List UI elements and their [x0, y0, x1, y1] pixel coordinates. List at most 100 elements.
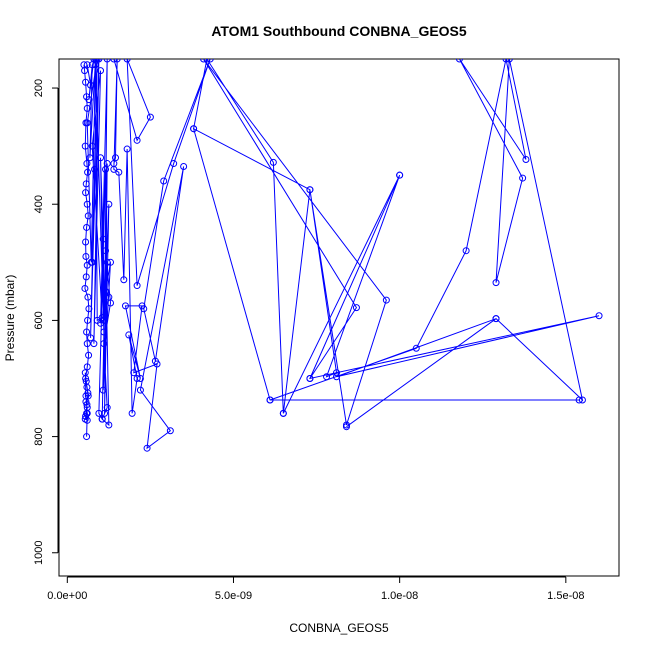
x-tick-label: 1.5e-08: [547, 590, 584, 602]
data-point: [83, 160, 91, 168]
data-point: [115, 168, 123, 176]
data-point: [203, 59, 211, 63]
data-point: [98, 415, 106, 423]
data-point: [103, 59, 111, 63]
data-point: [103, 160, 111, 168]
data-point: [462, 247, 470, 255]
data-point: [522, 156, 530, 163]
data-point: [492, 279, 500, 287]
data-point: [87, 81, 95, 89]
data-point: [101, 409, 109, 417]
data-point: [83, 409, 91, 417]
data-point: [575, 396, 583, 404]
data-point: [125, 331, 133, 339]
data-point: [82, 377, 90, 385]
data-point: [492, 315, 500, 323]
data-point: [105, 200, 113, 208]
y-axis-title: Pressure (mbar): [3, 275, 17, 362]
data-point: [110, 165, 118, 173]
data-point: [166, 427, 174, 435]
data-point: [120, 276, 128, 284]
data-point: [151, 357, 159, 365]
data-point: [82, 238, 90, 246]
data-point: [82, 253, 90, 261]
data-point: [306, 186, 314, 194]
data-point: [91, 165, 99, 173]
data-point: [133, 136, 141, 144]
data-point: [105, 421, 113, 429]
data-point: [140, 305, 148, 313]
data-point: [97, 154, 105, 162]
data-point: [100, 316, 108, 324]
data-point: [83, 340, 91, 348]
plot-frame: [58, 58, 620, 577]
data-point: [83, 416, 91, 424]
data-point: [83, 61, 91, 69]
data-point: [83, 328, 91, 336]
data-point: [100, 340, 108, 348]
data-point: [102, 247, 110, 255]
data-point: [505, 59, 513, 63]
chart-title: ATOM1 Southbound CONBNA_GEOS5: [211, 23, 467, 39]
data-point: [99, 235, 107, 243]
data-point: [133, 282, 141, 290]
data-point: [95, 59, 103, 63]
data-point: [578, 396, 586, 404]
data-point: [128, 409, 136, 417]
data-point: [82, 392, 90, 400]
data-point: [382, 296, 390, 304]
data-point: [85, 96, 93, 104]
data-point: [97, 67, 105, 75]
data-point: [412, 344, 420, 352]
data-point: [200, 59, 208, 63]
data-point: [100, 328, 108, 336]
data-point: [107, 258, 115, 266]
data-point: [83, 119, 91, 127]
x-tick-label: 0.0e+00: [47, 590, 87, 602]
data-point: [266, 396, 274, 404]
data-point: [90, 340, 98, 348]
y-tick-label: 200: [33, 79, 45, 97]
data-point: [105, 293, 113, 301]
data-point: [352, 304, 360, 312]
x-tick-label: 1.0e-08: [381, 590, 418, 602]
data-point: [333, 369, 341, 377]
data-point: [136, 386, 144, 394]
data-point: [88, 142, 96, 150]
data-point: [83, 223, 91, 231]
data-point: [84, 392, 92, 400]
data-point: [88, 258, 96, 266]
data-point: [269, 158, 277, 166]
data-point: [121, 302, 129, 310]
y-tick-label: 1000: [33, 541, 45, 565]
data-point: [88, 61, 96, 69]
series-line-3: [192, 59, 600, 428]
data-point: [306, 374, 314, 382]
series-layer: [80, 59, 603, 452]
y-tick-label: 400: [33, 195, 45, 213]
data-point: [83, 104, 91, 112]
data-point: [146, 113, 154, 121]
y-tick-label: 600: [33, 311, 45, 329]
data-point: [206, 59, 214, 63]
data-point: [83, 200, 91, 208]
data-point: [502, 59, 510, 63]
data-point: [92, 61, 100, 69]
data-point: [110, 59, 118, 63]
data-point: [82, 189, 90, 197]
y-tick-label: 800: [33, 427, 45, 445]
data-point: [455, 59, 463, 63]
data-point: [81, 369, 89, 377]
data-point: [112, 154, 119, 162]
data-point: [99, 386, 107, 394]
data-point: [170, 160, 178, 168]
data-point: [342, 423, 350, 431]
data-point: [143, 444, 151, 452]
data-point: [190, 125, 198, 133]
data-point: [123, 145, 131, 153]
data-point: [86, 154, 94, 162]
data-point: [87, 334, 95, 342]
x-axis: 0.0e+00 5.0e-09 1.0e-08 1.5e-08: [47, 576, 584, 602]
data-point: [81, 284, 89, 292]
